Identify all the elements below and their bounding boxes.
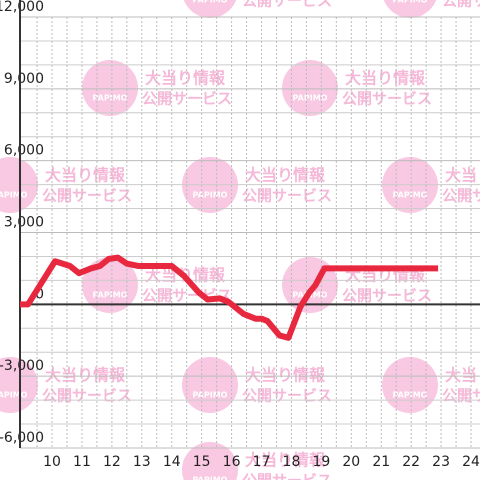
watermark-logo <box>282 60 338 116</box>
watermark-logo-text: PAPIMO <box>93 291 128 300</box>
watermark-logo-text: PAPIMO <box>393 191 428 200</box>
watermark-text: 大当り情報 <box>45 366 126 385</box>
watermark-logo-text: PAPIMO <box>0 391 28 400</box>
x-tick-label: 11 <box>73 454 91 470</box>
watermark-logo-text: PAPIMO <box>393 0 428 5</box>
watermark-logo <box>0 357 38 413</box>
watermark-text: 大当り情報 <box>45 166 126 185</box>
watermark-logo-text: PAPIMO <box>393 391 428 400</box>
watermark-logo <box>182 442 238 480</box>
watermark-logo-text: PAPIMO <box>193 0 228 5</box>
grid <box>20 16 480 449</box>
watermark-text: 公開サービス <box>242 472 332 480</box>
watermark-logo-text: PAPIMO <box>0 191 28 200</box>
watermark-text: 公開サービス <box>42 387 132 405</box>
x-tick-label: 21 <box>372 454 390 470</box>
y-tick-label: 9,000 <box>4 71 44 87</box>
x-tick-label: 10 <box>43 454 61 470</box>
watermark-logo <box>82 257 138 313</box>
y-tick-label: -6,000 <box>0 430 44 446</box>
watermark-logo <box>383 0 437 18</box>
x-tick-label: 18 <box>283 454 301 470</box>
x-tick-label: 24 <box>462 454 480 470</box>
watermark-text: 公開サービス <box>442 0 480 10</box>
x-tick-label: 17 <box>253 454 271 470</box>
watermark-text: 大当り情報 <box>145 69 226 88</box>
watermark-logo-text: PAPIMO <box>293 94 328 103</box>
y-tick-label: 6,000 <box>4 143 44 159</box>
watermark-text: 公開サービス <box>42 187 132 205</box>
watermark-text: 公開サービス <box>442 187 480 205</box>
x-tick-label: 14 <box>163 454 181 470</box>
watermark-text: 大当り情報 <box>345 69 426 88</box>
x-tick-label: 22 <box>402 454 420 470</box>
watermark-text: 大当り情報 <box>445 366 480 385</box>
watermark-logo-text: PAPIMO <box>193 391 228 400</box>
watermark-text: 大当り情報 <box>245 451 326 470</box>
x-tick-label: 13 <box>133 454 151 470</box>
watermark-logo-text: PAPIMO <box>193 191 228 200</box>
watermark-text: 大当り情報 <box>245 166 326 185</box>
y-tick-label: 12,000 <box>0 0 44 15</box>
x-tick-label: 16 <box>223 454 241 470</box>
watermark-text: 大当り情報 <box>245 366 326 385</box>
watermark-text: 大当り情報 <box>445 166 480 185</box>
y-tick-label: 3,000 <box>4 215 44 231</box>
watermark-text: 公開サービス <box>242 187 332 205</box>
x-tick-label: 12 <box>103 454 121 470</box>
data-line <box>20 254 439 341</box>
watermark-logo-text: PAPIMO <box>93 94 128 103</box>
watermark-text: 公開サービス <box>342 90 432 108</box>
y-tick-label: 0 <box>35 286 44 302</box>
watermark-text: 公開サービス <box>242 387 332 405</box>
x-tick-label: 19 <box>312 454 330 470</box>
watermark-logo <box>382 357 438 413</box>
x-tick-label: 20 <box>342 454 360 470</box>
watermark-text: 公開サービス <box>342 287 432 305</box>
y-tick-label: -3,000 <box>0 358 44 374</box>
x-tick-label: 23 <box>432 454 450 470</box>
watermark-text: 公開サービス <box>442 387 480 405</box>
x-tick-label: 15 <box>193 454 211 470</box>
watermark-logo <box>183 0 237 18</box>
watermark-logo-text: PAPIMO <box>193 476 228 480</box>
watermark-logo <box>182 357 238 413</box>
watermark-text: 公開サービス <box>242 0 332 10</box>
watermark-logo <box>0 157 38 213</box>
watermark-logo <box>82 60 138 116</box>
